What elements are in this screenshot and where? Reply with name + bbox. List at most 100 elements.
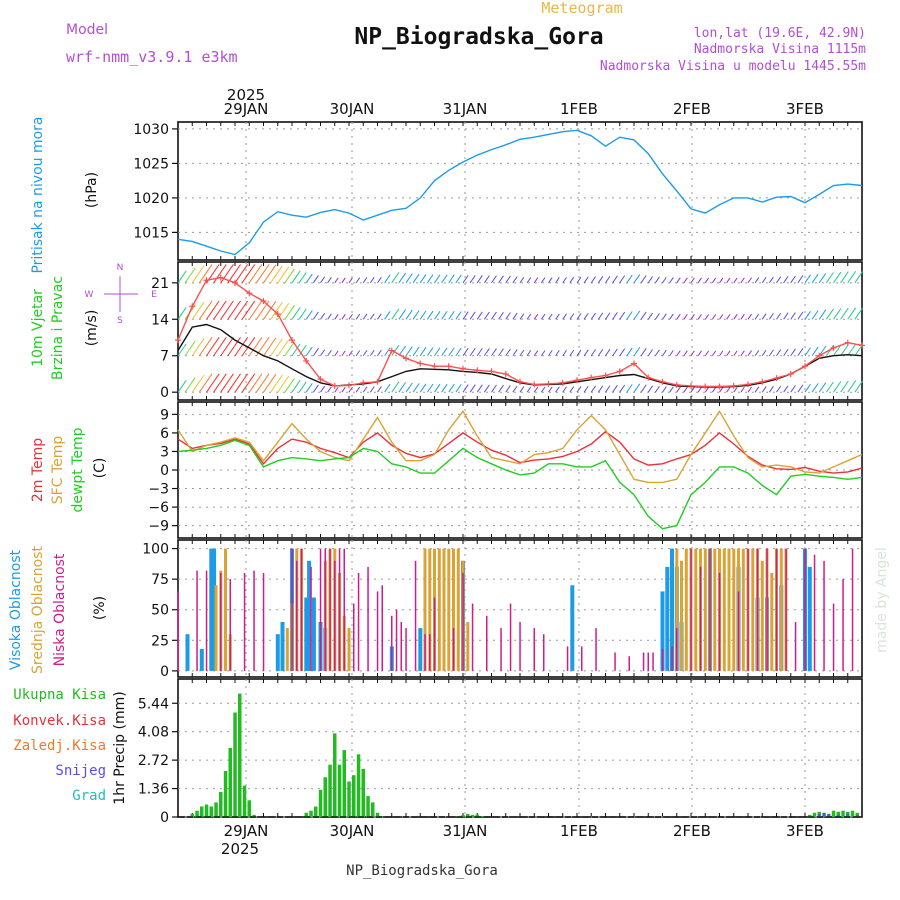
wind-barb: [377, 313, 382, 320]
visoka-oblacnost-bar: [418, 628, 423, 671]
ukupna-kisa-bar: [337, 764, 342, 817]
y-tick-label: 2.72: [138, 753, 169, 769]
wind-barb: [341, 277, 346, 284]
precip-grid: [177, 679, 863, 818]
y-tick-label: 0: [160, 664, 169, 680]
cloud-marks: [177, 548, 854, 671]
wind-barb: [298, 308, 307, 320]
wind-barb: [633, 383, 641, 393]
wind-barb: [348, 386, 353, 393]
wind-barb: [348, 350, 353, 357]
wind-barb: [597, 312, 604, 320]
wind-barb: [448, 383, 455, 393]
coords-label: lon,lat (19.6E, 42.9N): [694, 26, 866, 41]
ukupna-kisa-bar: [190, 813, 194, 817]
niska-oblacnost-bar: [566, 646, 569, 671]
wind-barb: [248, 373, 263, 393]
wind-barb: [305, 310, 313, 320]
cloud-side-label-1: Visoka Oblacnost: [8, 549, 24, 670]
srednja-oblacnost-bar: [722, 548, 726, 671]
precip-unit-label: 1hr Precip (mm): [112, 691, 128, 804]
niska-oblacnost-bar: [205, 570, 208, 671]
wind-barb: [327, 349, 332, 357]
wind-barb: [647, 349, 653, 357]
wind-barb: [740, 386, 745, 393]
wind-barb: [676, 277, 681, 284]
srednja-oblacnost-bar: [770, 573, 774, 671]
ukupna-kisa-bar: [238, 693, 242, 817]
y-tick-label: 9: [160, 407, 169, 423]
wind-barb: [213, 300, 227, 320]
wind-barb: [255, 264, 270, 284]
niska-oblacnost-bar: [405, 628, 407, 671]
niska-oblacnost-bar: [519, 622, 521, 671]
wind-barb: [654, 349, 660, 357]
wind-barb: [825, 381, 834, 393]
wind-barb: [704, 387, 710, 393]
wind-barb: [398, 309, 407, 320]
wind-barb: [804, 310, 811, 320]
niska-oblacnost-bar: [500, 628, 502, 671]
niska-oblacnost-bar: [338, 548, 341, 671]
wind-barb: [391, 308, 400, 320]
y-tick-label: 25: [151, 633, 169, 649]
top-date-labels: 29JAN 30JAN 31JAN 1FEB 2FEB 3FEB: [224, 100, 824, 118]
wind-barb: [776, 385, 782, 393]
bottom-year-label: 2025: [221, 840, 259, 858]
wind-marks: [175, 274, 865, 390]
wind-barb: [206, 373, 220, 393]
wind-barb: [412, 273, 420, 284]
y-tick-label: 3: [160, 444, 169, 460]
temperature-panel: 9 6 3 0 −3 −6 −9: [148, 401, 863, 539]
wind-barb: [726, 350, 731, 357]
wind-barb: [263, 264, 277, 284]
wind-barb: [491, 384, 497, 393]
wind-panel: 0 7 14 21: [151, 261, 865, 401]
wind-barb: [327, 277, 332, 284]
wind-barb: [483, 275, 490, 284]
niska-oblacnost-bar: [429, 634, 431, 671]
niska-oblacnost-bar: [291, 548, 293, 671]
niska-oblacnost-bar: [486, 615, 488, 671]
wind-barb: [533, 313, 539, 320]
wind-barb: [263, 373, 277, 393]
visoka-oblacnost-bar: [209, 548, 214, 671]
wind-barb: [227, 373, 241, 393]
wind-barb: [426, 347, 434, 357]
wind-barb: [647, 312, 653, 320]
wind-barb: [683, 313, 688, 320]
wind-barb: [348, 313, 353, 320]
niska-oblacnost-bar: [329, 548, 331, 671]
niska-oblacnost-bar: [319, 548, 322, 671]
wind-barb: [818, 345, 827, 357]
niska-oblacnost-bar: [367, 566, 369, 671]
wind-barb: [284, 377, 295, 393]
wind-barb: [533, 277, 539, 284]
wind-barb: [320, 349, 326, 357]
wind-barb: [455, 311, 462, 320]
wind-barb: [612, 275, 618, 284]
ukupna-kisa-bar: [347, 781, 351, 817]
y-tick-label: 14: [151, 312, 169, 328]
compass-west: W: [85, 290, 94, 300]
wind-barb: [362, 386, 368, 393]
wind-barb: [270, 301, 283, 320]
niska-oblacnost-bar: [177, 591, 179, 671]
wind-barb: [797, 311, 804, 320]
wind-barb: [840, 344, 849, 357]
niska-oblacnost-bar: [676, 628, 678, 671]
wind-barb: [234, 337, 249, 357]
top-date-label: 2FEB: [673, 100, 711, 118]
wind-barb: [398, 272, 407, 284]
ukupna-kisa-bar: [318, 789, 323, 817]
wind-barb: [583, 312, 589, 320]
niska-oblacnost-bar: [391, 615, 393, 671]
wind-barb: [548, 350, 553, 357]
cloud-yticks: 0 25 50 75 100: [142, 542, 178, 680]
wind-barb: [512, 385, 518, 393]
ukupna-kisa-bar: [304, 812, 308, 817]
ukupna-kisa-bar: [214, 802, 218, 817]
ukupna-kisa-bar: [375, 812, 380, 817]
precip-panel: 0 1.36 2.72 4.08 5.44: [138, 678, 863, 826]
